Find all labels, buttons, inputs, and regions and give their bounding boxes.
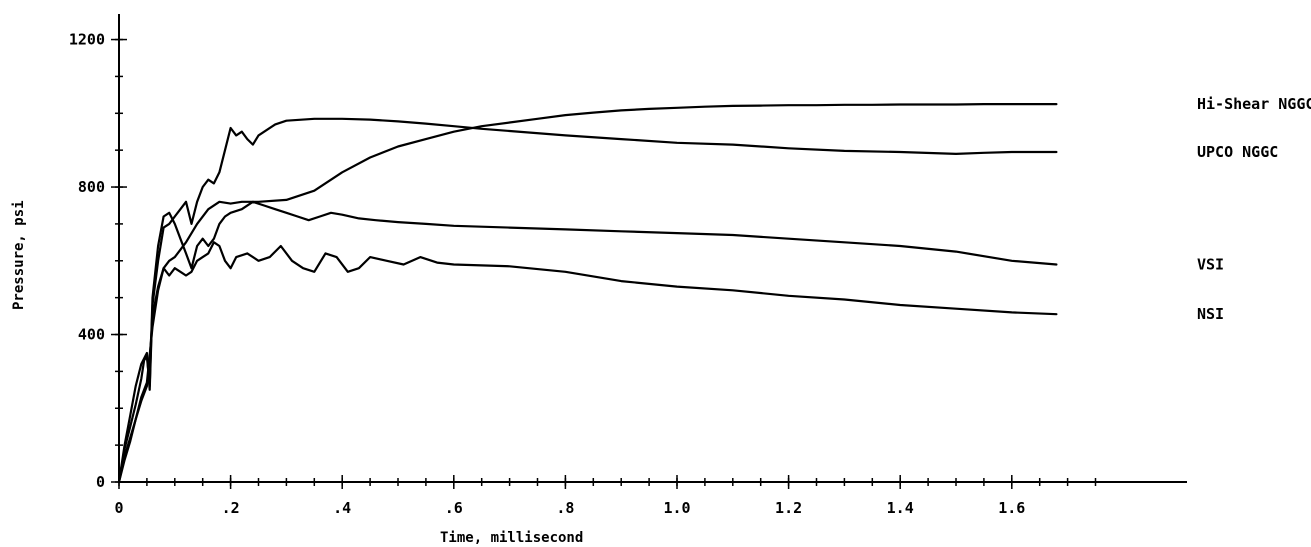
x-tick-label: 1.6 <box>998 499 1025 517</box>
axes: 0 .2 .4 .6 .8 1.0 1.2 1.4 1.6 0 400 800 1200 <box>69 14 1187 517</box>
y-tick-label: 400 <box>78 326 105 344</box>
x-tick-label: 1.0 <box>663 499 690 517</box>
series-label: NSI <box>1197 305 1224 323</box>
x-tick-label: .2 <box>222 499 240 517</box>
y-tick-label: 800 <box>78 178 105 196</box>
x-tick-label: .8 <box>556 499 574 517</box>
y-tick-label: 0 <box>96 473 105 491</box>
x-tick-label: 1.2 <box>775 499 802 517</box>
series-labels: Hi-Shear NGGC UPCO NGGC VSI NSI <box>1197 95 1311 323</box>
y-tick-label: 1200 <box>69 31 105 49</box>
x-tick-label: .6 <box>445 499 463 517</box>
series-line-hi-shear-nggc <box>117 102 1058 484</box>
series-label: UPCO NGGC <box>1197 143 1278 161</box>
x-tick-label: .4 <box>333 499 351 517</box>
x-tick-label: 0 <box>114 499 123 517</box>
series-line-vsi <box>117 200 1058 484</box>
series-label: Hi-Shear NGGC <box>1197 95 1311 113</box>
series-line-nsi <box>117 241 1058 484</box>
x-tick-label: 1.4 <box>887 499 914 517</box>
series-group <box>117 102 1058 484</box>
y-axis-title: Pressure, psi <box>11 200 27 310</box>
x-axis-title: Time, millisecond <box>440 530 583 546</box>
series-line-upco-nggc <box>117 117 1058 484</box>
series-label: VSI <box>1197 255 1224 273</box>
